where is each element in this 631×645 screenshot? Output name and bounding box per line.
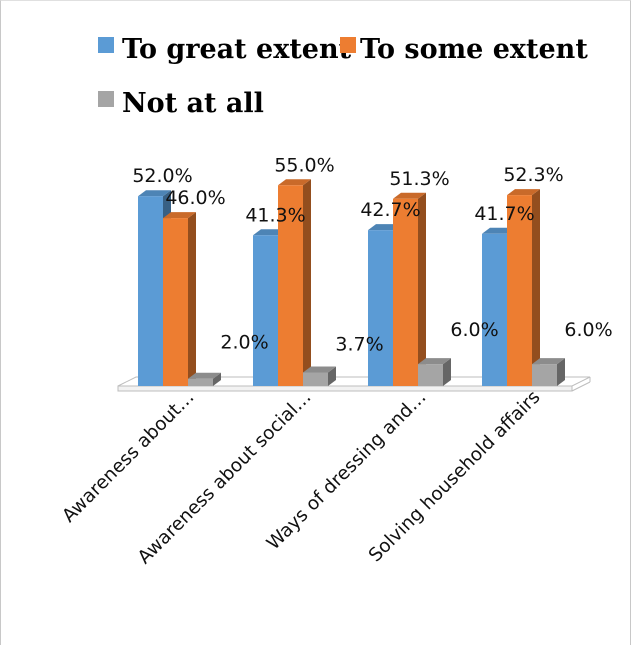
legend-label: To some extent (360, 34, 588, 65)
bar-not-at-all-1 (188, 372, 221, 386)
bar-side (213, 372, 221, 386)
bar-top (418, 358, 451, 365)
bar-front (163, 218, 188, 386)
legend-item-to-great-extent: To great extent (98, 34, 352, 65)
bar-not-at-all-4 (532, 358, 565, 386)
bar-front (138, 196, 163, 386)
legend-swatch (98, 91, 114, 107)
legend-swatch (98, 37, 114, 53)
data-label-to-great-extent-4: 41.7% (474, 203, 534, 225)
bar-top (188, 372, 221, 379)
bar-top (368, 224, 401, 231)
bar-not-at-all-2 (303, 366, 336, 386)
data-label-to-some-extent-4: 52.3% (503, 164, 563, 186)
legend: To great extent To some extent Not at all (98, 34, 588, 119)
bar-side (188, 212, 196, 386)
legend-label: Not at all (122, 88, 264, 119)
data-label-not-at-all-2: 3.7% (335, 333, 383, 355)
bar-side (532, 189, 540, 386)
bar-side (418, 192, 426, 386)
bar-front (278, 185, 303, 386)
bar-front (418, 364, 443, 386)
data-label-to-some-extent-2: 55.0% (274, 154, 334, 176)
bar-front (393, 198, 418, 386)
bar-front (303, 372, 328, 386)
data-label-to-great-extent-2: 41.3% (245, 204, 305, 226)
bars-group (138, 179, 565, 386)
bar-to-some-extent-3 (393, 192, 426, 386)
data-label-not-at-all-4: 6.0% (564, 319, 612, 341)
bar-top (507, 189, 540, 196)
data-label-not-at-all-1: 2.0% (220, 332, 268, 354)
floor-side (571, 381, 591, 392)
bar-side (303, 179, 311, 386)
data-label-to-some-extent-1: 46.0% (165, 187, 225, 209)
bar-to-some-extent-2 (278, 179, 311, 386)
bar-front (253, 235, 278, 386)
bar-front (532, 364, 557, 386)
legend-label: To great extent (122, 34, 352, 65)
bar-top (278, 179, 311, 186)
category-label-1: Awareness about… (58, 387, 198, 527)
data-label-to-great-extent-1: 52.0% (132, 165, 192, 187)
bar-to-some-extent-4 (507, 189, 540, 386)
bar-top (138, 190, 171, 197)
bar-not-at-all-3 (418, 358, 451, 386)
bar-to-some-extent-1 (163, 212, 196, 386)
bar-top (532, 358, 565, 365)
legend-item-to-some-extent: To some extent (340, 34, 588, 65)
bar-side (328, 366, 336, 386)
bar-top (163, 212, 196, 219)
legend-item-not-at-all: Not at all (98, 88, 264, 119)
bar-side (557, 358, 565, 386)
bar-top (393, 192, 426, 199)
bar-front (368, 230, 393, 386)
bar-side (443, 358, 451, 386)
data-label-to-some-extent-3: 51.3% (389, 168, 449, 190)
bar-top (303, 366, 336, 373)
legend-swatch (340, 37, 356, 53)
data-label-not-at-all-3: 6.0% (450, 319, 498, 341)
bar-top (482, 227, 515, 234)
bar-front (188, 378, 213, 386)
data-label-to-great-extent-3: 42.7% (360, 199, 420, 221)
bar-top (253, 229, 286, 236)
bar-front (507, 195, 532, 386)
data-labels-group: 52.0%46.0% 2.0% 41.3% 55.0% 3.7% 42.7% 51.3% 6.… (132, 154, 612, 355)
bar-front (482, 233, 507, 386)
category-labels-group: Awareness about…Awareness about social…W… (58, 387, 544, 569)
